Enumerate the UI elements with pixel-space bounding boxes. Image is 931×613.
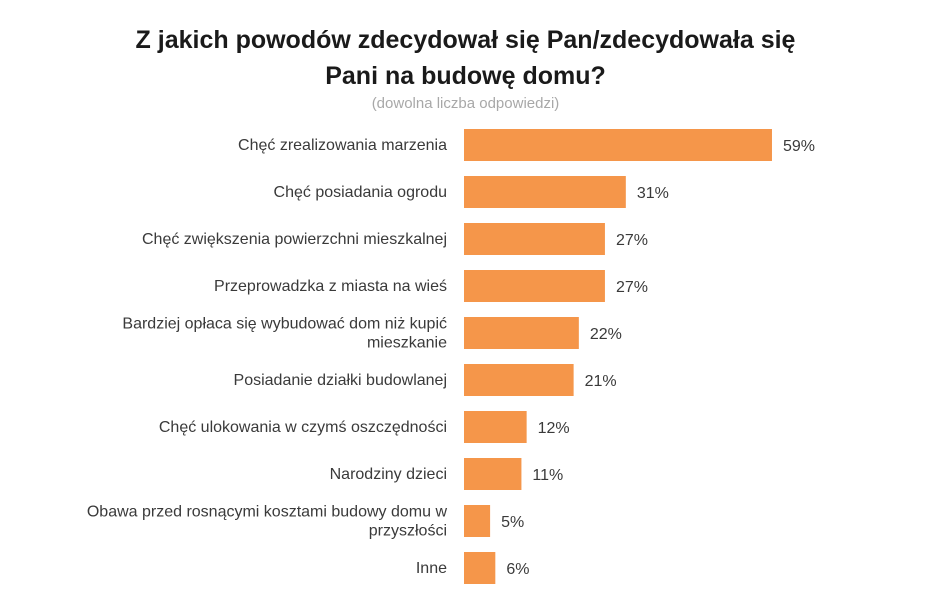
value-label-7: 12% [538, 420, 570, 437]
value-label-1: 59% [783, 138, 815, 155]
category-label-6: Posiadanie działki budowlanej [234, 372, 447, 389]
chart-subtitle: (dowolna liczba odpowiedzi) [371, 95, 560, 112]
bar-4 [464, 270, 605, 302]
bar-7 [464, 411, 527, 443]
bar-3 [464, 223, 605, 255]
bar-2 [464, 176, 626, 208]
bar-10 [464, 552, 496, 584]
category-label-5-line-2: mieszkanie [367, 335, 447, 352]
category-label-7: Chęć ulokowania w czymś oszczędności [159, 419, 447, 436]
bar-9 [464, 505, 491, 537]
category-label-2: Chęć posiadania ogrodu [274, 184, 447, 201]
category-label-9-line-1: Obawa przed rosnącymi kosztami budowy do… [87, 504, 448, 521]
value-label-2: 31% [637, 185, 669, 202]
chart-title-line-1: Z jakich powodów zdecydował się Pan/zdec… [135, 26, 796, 54]
value-label-5: 22% [590, 326, 622, 343]
bar-8 [464, 458, 522, 490]
value-label-8: 11% [532, 467, 563, 484]
category-label-3: Chęć zwiększenia powierzchni mieszkalnej [142, 231, 447, 248]
category-label-9-line-2: przyszłości [369, 523, 447, 540]
category-label-1: Chęć zrealizowania marzenia [238, 137, 447, 154]
bar-6 [464, 364, 574, 396]
value-label-3: 27% [616, 232, 648, 249]
chart-title-line-2: Pani na budowę domu? [325, 62, 606, 90]
value-label-4: 27% [616, 279, 648, 296]
category-label-8: Narodziny dzieci [330, 466, 447, 483]
bar-5 [464, 317, 579, 349]
value-label-6: 21% [585, 373, 617, 390]
value-label-9: 5% [501, 514, 524, 531]
category-label-4: Przeprowadzka z miasta na wieś [214, 278, 447, 295]
category-label-5-line-1: Bardziej opłaca się wybudować dom niż ku… [122, 316, 447, 333]
category-label-10: Inne [416, 560, 447, 577]
value-label-10: 6% [506, 561, 529, 578]
bar-1 [464, 129, 772, 161]
chart-title: Z jakich powodów zdecydował się Pan/zdec… [0, 22, 931, 94]
